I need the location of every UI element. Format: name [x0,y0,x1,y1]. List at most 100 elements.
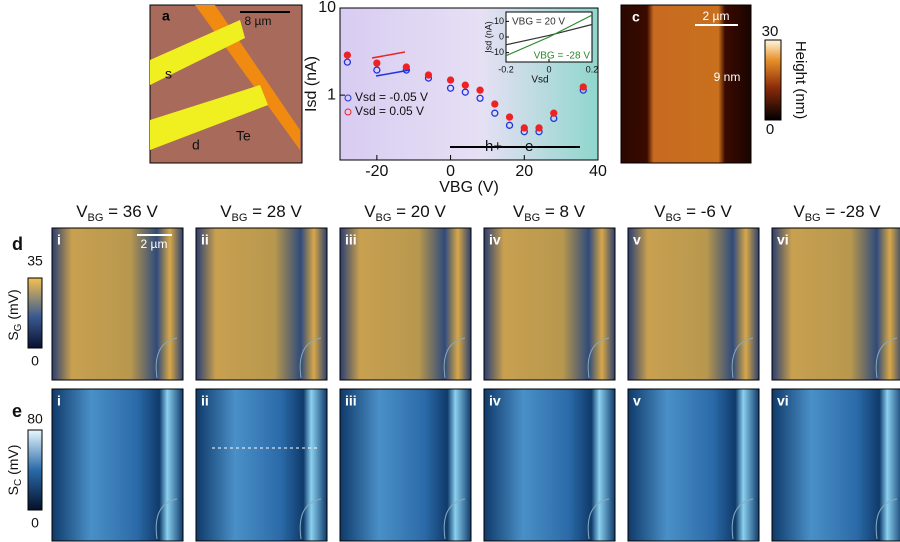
panel-c: c 2 µm 9 nm 30 0 Height (nm) [620,4,809,164]
roman-label: v [633,393,641,409]
colorbar-min: 0 [31,515,39,531]
edge-feature [731,498,754,540]
symbol: V [76,202,88,221]
roman-label: iii [345,232,357,248]
electrode [150,20,245,85]
data-point [505,121,514,129]
roman-label: v [633,232,641,248]
colorbar-label: SG (mV) [5,289,24,340]
map-image [627,227,760,381]
colorbar-min: 0 [766,121,774,138]
map-image [483,388,616,542]
roman-label: ii [201,232,209,248]
data-point [446,84,455,92]
roman-label: i [57,393,61,409]
rest: = 20 V [391,202,446,221]
x-axis-label: Vsd [531,75,548,86]
roman-label: iv [489,232,501,248]
roman-label: iii [345,393,357,409]
rest: = 8 V [540,202,586,221]
column-header: VBG = 8 V [513,202,586,223]
subscript: BG [805,212,821,224]
legend-marker [344,94,352,102]
height-label: 9 nm [714,70,741,84]
edge-feature [587,498,610,540]
legend-marker [344,108,352,116]
colorbar [27,429,43,511]
data-point [373,66,381,74]
colorbar-max: 30 [762,23,779,40]
edge-feature [731,337,754,379]
column-header: VBG = -28 V [793,202,881,223]
x-tick-label: 20 [515,163,533,180]
line-series [505,23,593,46]
legend-label: Vsd = -0.05 V [355,90,428,104]
edge-feature [443,498,466,540]
roman-label: iv [489,393,501,409]
edge-feature [155,498,178,540]
map-image [483,227,616,381]
data-point [535,124,543,132]
panel-letter: c [632,9,640,25]
column-header: VBG = 36 V [76,202,158,223]
row-letter: e [12,401,22,421]
y-axis-label: Isd (nA) [483,21,493,53]
x-tick-label: 0 [446,163,455,180]
colorbar [764,39,782,121]
map-image [627,388,760,542]
y-tick-label: 1 [327,86,336,103]
data-point [491,100,499,108]
data-point [343,51,352,59]
legend-label: Vsd = 0.05 V [355,104,424,118]
x-axis-label: VBG (V) [439,179,499,196]
annotation: h+ [485,138,502,155]
data-point [476,94,484,102]
colorbar-max: 80 [27,411,43,427]
roman-label: i [57,232,61,248]
column-header: VBG = 20 V [364,202,446,223]
data-point [505,113,514,121]
y-tick-label: 10 [494,16,504,26]
label: Te [236,128,251,144]
electrode [150,85,268,150]
symbol: V [793,202,805,221]
scale-label: 8 µm [245,14,272,28]
data-point [461,81,469,89]
edge-feature [443,337,466,379]
y-tick-label: 0 [499,31,504,41]
data-point [550,109,558,117]
symbol: V [364,202,376,221]
rest: = -28 V [821,202,882,221]
subscript: C [13,479,24,486]
data-point [491,109,499,117]
subscript: BG [376,212,392,224]
symbol: V [220,202,232,221]
unit: (mV) [5,289,21,323]
x-tick-label: 0.2 [586,64,599,74]
arrow [371,51,406,59]
colorbar-label: SC (mV) [5,445,24,496]
row-letter: d [12,234,23,254]
edge-feature [875,337,898,379]
symbol: V [654,202,666,221]
unit: (mV) [5,445,21,479]
rest: = 36 V [103,202,158,221]
roman-label: ii [201,393,209,409]
map-image [771,227,900,381]
data-point [579,83,587,91]
edge-feature [299,337,322,379]
subscript: BG [88,212,104,224]
scale-label: 2 µm [703,9,730,23]
series-label: VBG = 20 V [512,17,565,28]
column-header: VBG = -6 V [654,202,732,223]
map-image [771,388,900,542]
column-header: VBG = 28 V [220,202,302,223]
data-point [424,71,433,79]
colorbar-max: 35 [27,253,43,269]
data-point [402,63,410,71]
map-image [51,388,184,542]
map-image [195,388,328,542]
subscript: BG [524,212,540,224]
panel-letter: a [162,8,170,24]
